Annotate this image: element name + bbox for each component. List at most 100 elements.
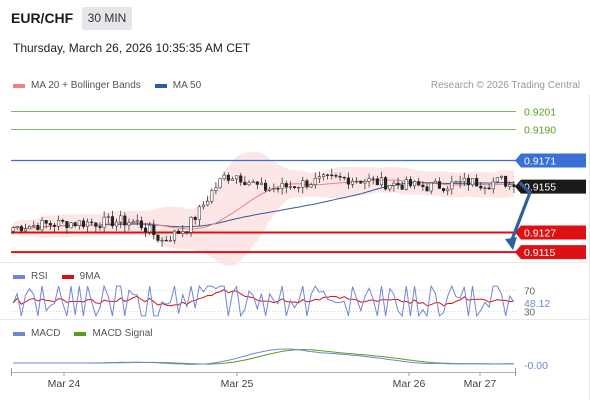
candle-body (239, 175, 243, 183)
candle (251, 179, 255, 184)
candle (193, 215, 197, 225)
candle (218, 178, 222, 189)
candle (276, 186, 280, 193)
ma20-swatch (13, 83, 25, 88)
candle-body (375, 178, 379, 186)
candle (384, 175, 388, 191)
candle-body (338, 176, 342, 178)
candle-body (61, 220, 65, 222)
candle (342, 176, 346, 181)
candle (127, 218, 131, 231)
candle-body (15, 226, 19, 228)
candle-body (28, 226, 32, 230)
level-label-0.9115: 0.9115 (524, 247, 555, 259)
rsi-ma-swatch (61, 274, 74, 279)
level-label-0.9171: 0.9171 (524, 155, 556, 167)
candle (98, 222, 102, 231)
candle (77, 220, 81, 230)
candle-body (110, 216, 114, 227)
candle-body (168, 240, 172, 242)
candle-body (81, 220, 85, 227)
candle (239, 172, 243, 186)
candle (413, 179, 417, 190)
candle-body (313, 178, 317, 185)
candle-body (417, 181, 421, 186)
candle-body (404, 179, 408, 190)
datetime-label: Thursday, March 26, 2026 10:35:35 AM CET (13, 41, 251, 55)
candle (359, 180, 363, 185)
candle (350, 177, 355, 188)
candle (123, 212, 127, 232)
candle (206, 195, 210, 207)
macd-signal-swatch (74, 331, 87, 336)
candle (458, 175, 462, 188)
candle-body (65, 221, 69, 229)
macd-value-label: -0.00 (524, 360, 548, 372)
last-price-label: 0.9155 (524, 182, 556, 194)
candle (429, 182, 433, 195)
candle-body (11, 227, 15, 232)
candle (181, 225, 185, 238)
candle (313, 172, 317, 189)
candle-body (255, 181, 259, 185)
candle-body (131, 221, 135, 224)
candle-body (259, 182, 263, 185)
candle (11, 225, 15, 235)
candle-body (413, 181, 417, 187)
candle (94, 222, 98, 233)
candle-body (86, 221, 90, 227)
candle-body (98, 226, 102, 228)
interval-button[interactable]: 30 MIN (82, 7, 132, 30)
candle-body (222, 174, 226, 180)
candle (102, 211, 106, 233)
candle (388, 185, 392, 192)
candle-body (193, 217, 197, 220)
legend-ma20: MA 20 + Bollinger Bands (31, 80, 141, 91)
candle (470, 178, 475, 187)
candle (131, 218, 135, 224)
candle (425, 183, 429, 192)
candle (110, 210, 114, 229)
candle-body (433, 181, 437, 184)
candle-body (321, 174, 326, 177)
candle (367, 173, 371, 188)
candle-body (334, 175, 338, 177)
legend-rsi: RSI (31, 271, 48, 282)
candle-body (305, 180, 309, 188)
candle-body (342, 176, 346, 179)
candle (301, 176, 305, 194)
candle-body (230, 178, 235, 181)
candle (139, 216, 143, 231)
candle-body (264, 182, 268, 191)
candle (499, 175, 504, 180)
candle (396, 177, 400, 190)
candle (404, 176, 408, 191)
candle (264, 179, 268, 193)
candle-body (152, 225, 156, 236)
legend-rsi-ma: 9MA (79, 271, 101, 282)
candle-body (19, 226, 23, 232)
candle (309, 182, 313, 189)
macd-swatch (13, 331, 25, 336)
candle (437, 177, 441, 190)
candle-body (251, 181, 255, 184)
candle (177, 228, 181, 234)
candle (305, 178, 309, 190)
symbol-title: EUR/CHF (11, 10, 74, 26)
candle-body (77, 220, 81, 226)
candle-body (479, 185, 483, 189)
candle (292, 185, 297, 190)
candle (297, 186, 301, 193)
candle (446, 186, 450, 196)
rsi-value-label: 48.12 (524, 298, 550, 310)
candle-body (272, 188, 276, 190)
last-price-tag-bg (515, 179, 586, 194)
candle-body (442, 188, 446, 192)
candle (69, 222, 73, 229)
candle-body (52, 224, 57, 227)
candle (73, 221, 77, 228)
candle-body (499, 175, 504, 178)
bollinger-band (13, 152, 514, 266)
legend-macd: MACD (31, 328, 61, 339)
